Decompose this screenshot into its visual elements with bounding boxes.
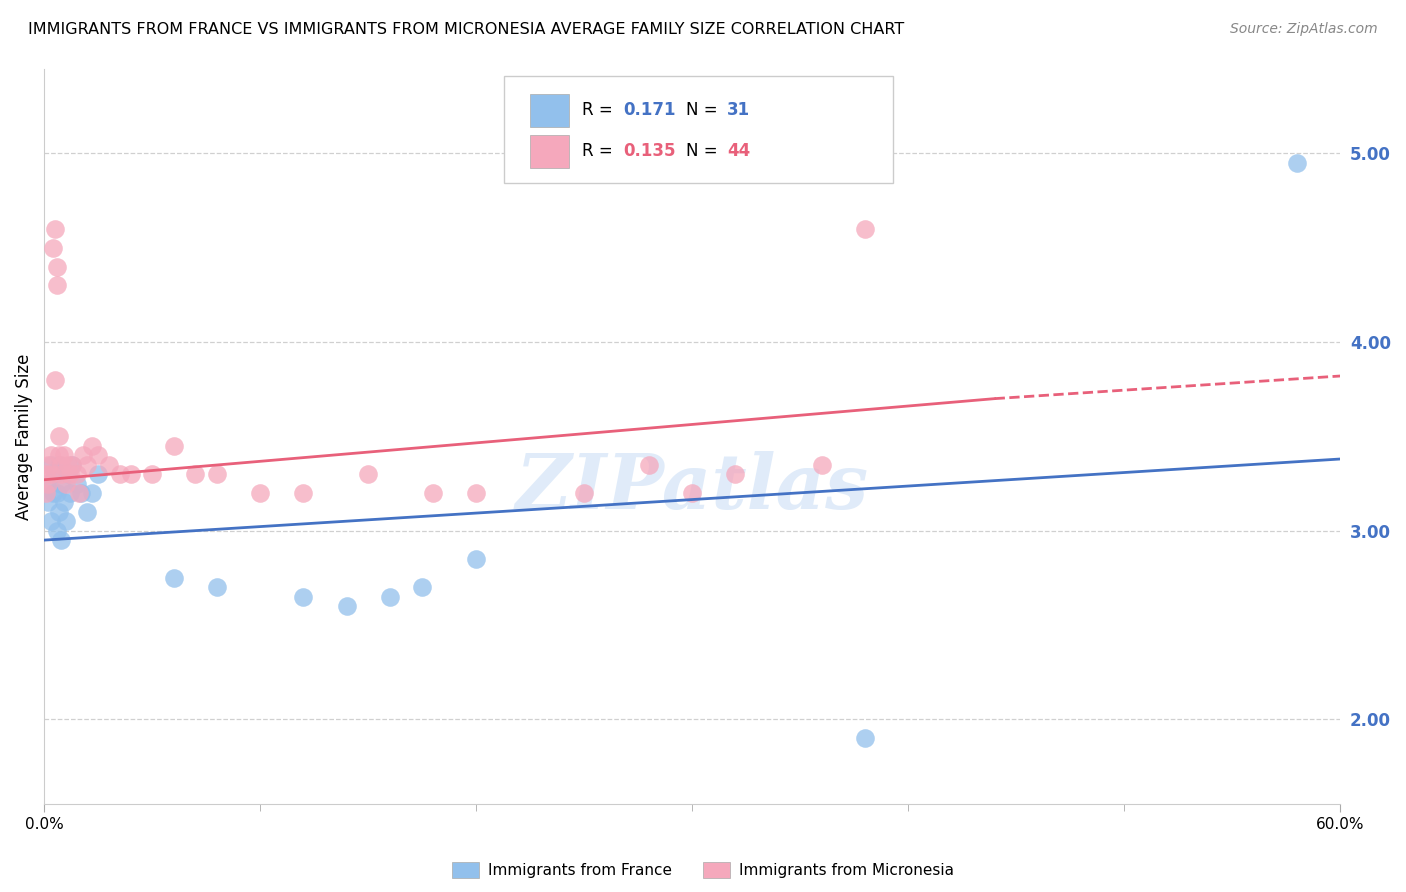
Point <box>292 590 315 604</box>
Point <box>80 486 103 500</box>
Point <box>44 222 66 236</box>
Text: ZIPatlas: ZIPatlas <box>516 450 869 524</box>
Point <box>65 467 87 481</box>
Text: 0.171: 0.171 <box>623 102 676 120</box>
Point <box>46 486 69 500</box>
Point <box>465 552 488 566</box>
Point <box>59 467 82 481</box>
Point <box>56 458 79 472</box>
Point <box>35 476 58 491</box>
Point <box>65 476 87 491</box>
Point <box>108 467 131 481</box>
Point <box>42 486 65 500</box>
Point <box>46 260 69 274</box>
Point <box>59 486 82 500</box>
Point <box>465 486 488 500</box>
Point <box>72 448 94 462</box>
Point <box>80 439 103 453</box>
Point <box>724 467 747 481</box>
Text: 44: 44 <box>727 142 751 160</box>
Point <box>48 505 70 519</box>
Point <box>39 448 62 462</box>
FancyBboxPatch shape <box>505 76 893 183</box>
Point <box>205 580 228 594</box>
Point <box>37 495 59 509</box>
Point <box>292 486 315 500</box>
Point <box>163 571 186 585</box>
Text: IMMIGRANTS FROM FRANCE VS IMMIGRANTS FROM MICRONESIA AVERAGE FAMILY SIZE CORRELA: IMMIGRANTS FROM FRANCE VS IMMIGRANTS FRO… <box>28 22 904 37</box>
Text: 31: 31 <box>727 102 751 120</box>
Point <box>249 486 271 500</box>
Text: N =: N = <box>686 102 723 120</box>
Point <box>46 278 69 293</box>
Point <box>411 580 433 594</box>
Point <box>60 458 83 472</box>
Point <box>811 458 834 472</box>
Point <box>55 514 77 528</box>
Point <box>572 486 595 500</box>
Point <box>44 373 66 387</box>
Point <box>87 467 110 481</box>
Legend: Immigrants from France, Immigrants from Micronesia: Immigrants from France, Immigrants from … <box>446 856 960 884</box>
Point <box>67 486 90 500</box>
Point <box>48 429 70 443</box>
Point <box>44 467 66 481</box>
Point <box>48 458 70 472</box>
Point <box>37 458 59 472</box>
Point <box>638 458 661 472</box>
Point <box>51 476 73 491</box>
Point <box>51 467 73 481</box>
Point <box>52 495 75 509</box>
Point <box>37 476 59 491</box>
Bar <box>530 95 569 128</box>
Point <box>184 467 207 481</box>
Point <box>42 241 65 255</box>
Point <box>35 467 58 481</box>
Point <box>39 514 62 528</box>
Point <box>422 486 444 500</box>
Text: 0.135: 0.135 <box>623 142 676 160</box>
Text: Source: ZipAtlas.com: Source: ZipAtlas.com <box>1230 22 1378 37</box>
Point <box>853 731 876 746</box>
Point <box>76 505 98 519</box>
Point <box>55 476 77 491</box>
Point <box>681 486 703 500</box>
Point <box>69 486 91 500</box>
Point <box>853 222 876 236</box>
Point <box>35 486 58 500</box>
Point <box>60 458 83 472</box>
Point <box>76 458 98 472</box>
Point <box>335 599 357 614</box>
Point <box>52 448 75 462</box>
Text: R =: R = <box>582 142 619 160</box>
Point <box>46 524 69 538</box>
Y-axis label: Average Family Size: Average Family Size <box>15 353 32 519</box>
Point <box>163 439 186 453</box>
Point <box>205 467 228 481</box>
Point <box>39 467 62 481</box>
Text: N =: N = <box>686 142 723 160</box>
Point <box>87 448 110 462</box>
Point <box>120 467 142 481</box>
Bar <box>530 135 569 168</box>
Point <box>56 467 79 481</box>
Point <box>51 458 73 472</box>
Point <box>141 467 163 481</box>
Point <box>51 533 73 548</box>
Text: R =: R = <box>582 102 619 120</box>
Point <box>39 458 62 472</box>
Point <box>357 467 380 481</box>
Point <box>48 448 70 462</box>
Point <box>378 590 401 604</box>
Point <box>97 458 120 472</box>
Point <box>1286 156 1309 170</box>
